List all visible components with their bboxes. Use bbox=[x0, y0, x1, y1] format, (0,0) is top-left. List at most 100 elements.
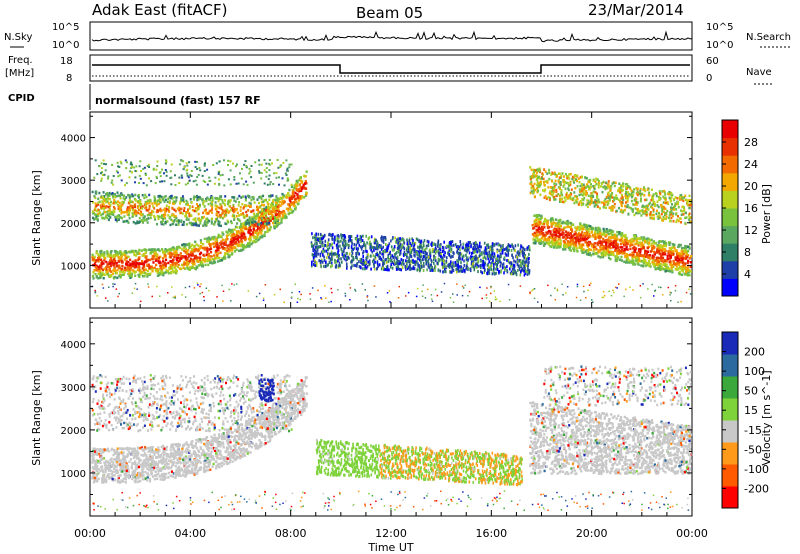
range-cell bbox=[372, 259, 374, 263]
range-cell bbox=[99, 276, 102, 280]
range-cell bbox=[167, 261, 170, 265]
range-cell bbox=[152, 210, 155, 214]
range-cell bbox=[353, 243, 356, 246]
range-cell bbox=[507, 243, 510, 247]
range-cell bbox=[112, 254, 115, 257]
range-cell bbox=[614, 255, 617, 258]
range-cell bbox=[440, 243, 442, 247]
range-cell bbox=[636, 262, 639, 265]
range-cell bbox=[396, 255, 399, 259]
range-cell bbox=[244, 160, 247, 163]
range-cell bbox=[138, 248, 141, 252]
range-cell bbox=[476, 265, 478, 269]
range-cell bbox=[443, 254, 446, 258]
range-cell bbox=[373, 267, 376, 271]
range-cell bbox=[413, 253, 415, 257]
range-cell bbox=[385, 260, 388, 264]
range-cell bbox=[120, 179, 123, 182]
range-cell bbox=[274, 224, 277, 228]
range-cell bbox=[194, 160, 197, 163]
range-cell bbox=[97, 272, 100, 275]
range-cell bbox=[421, 248, 424, 252]
range-cell bbox=[632, 254, 635, 257]
range-cell bbox=[399, 251, 402, 255]
range-cell bbox=[411, 241, 414, 245]
range-cell bbox=[427, 264, 429, 268]
range-cell bbox=[396, 257, 399, 261]
range-cell bbox=[486, 243, 488, 247]
range-cell bbox=[200, 244, 203, 248]
range-cell bbox=[129, 250, 132, 254]
range-cell bbox=[300, 181, 303, 184]
range-cell bbox=[362, 255, 364, 258]
range-cell bbox=[624, 233, 627, 237]
range-cell bbox=[172, 222, 175, 226]
range-cell bbox=[243, 234, 246, 237]
range-cell bbox=[156, 222, 158, 226]
range-cell bbox=[661, 248, 664, 251]
range-cell bbox=[143, 215, 146, 218]
range-cell bbox=[437, 242, 439, 246]
range-cell bbox=[623, 251, 626, 255]
range-cell bbox=[268, 162, 270, 165]
range-cell bbox=[204, 208, 207, 211]
range-cell bbox=[406, 267, 409, 271]
range-cell bbox=[316, 242, 318, 246]
range-cell bbox=[284, 216, 287, 220]
range-cell bbox=[382, 245, 384, 249]
range-cell bbox=[165, 269, 168, 272]
range-cell bbox=[255, 208, 258, 211]
range-cell bbox=[138, 270, 141, 273]
range-cell bbox=[214, 249, 218, 253]
nsearch-tick-lo: 10^0 bbox=[706, 40, 733, 51]
range-cell bbox=[230, 221, 233, 225]
range-cell bbox=[275, 221, 278, 224]
range-cell bbox=[368, 236, 371, 240]
range-cell bbox=[181, 255, 184, 258]
range-cell bbox=[525, 269, 527, 273]
range-cell bbox=[611, 242, 614, 246]
range-cell bbox=[153, 216, 156, 219]
range-cell bbox=[187, 243, 190, 246]
range-cell bbox=[301, 186, 304, 190]
range-cell bbox=[653, 265, 656, 268]
range-cell bbox=[483, 255, 486, 259]
range-cell bbox=[221, 173, 224, 176]
range-cell bbox=[266, 201, 269, 204]
range-cell bbox=[124, 254, 127, 257]
range-cell bbox=[644, 252, 647, 255]
range-cell bbox=[292, 189, 295, 192]
range-cell bbox=[114, 249, 117, 253]
range-cell bbox=[594, 226, 597, 230]
range-cell bbox=[100, 206, 102, 209]
range-cell bbox=[119, 160, 122, 163]
range-cell bbox=[219, 195, 222, 198]
range-cell bbox=[365, 256, 368, 260]
range-cell bbox=[133, 271, 136, 274]
range-cell bbox=[471, 259, 473, 263]
range-cell bbox=[631, 257, 634, 260]
range-cell bbox=[213, 258, 216, 261]
range-cell bbox=[185, 203, 188, 206]
range-cell bbox=[688, 245, 691, 248]
range-cell bbox=[95, 213, 98, 217]
range-cell bbox=[173, 218, 176, 222]
range-cell bbox=[180, 207, 183, 211]
range-cell bbox=[193, 195, 196, 198]
range-cell bbox=[116, 268, 119, 272]
range-cell bbox=[99, 255, 102, 258]
range-cell bbox=[564, 233, 567, 237]
range-cell bbox=[357, 238, 359, 242]
range-cell bbox=[237, 249, 241, 253]
range-cell bbox=[288, 197, 291, 200]
range-cell bbox=[419, 264, 422, 268]
range-cell bbox=[242, 236, 245, 239]
range-cell bbox=[265, 167, 268, 170]
range-cell bbox=[268, 228, 271, 232]
range-cell bbox=[127, 264, 130, 267]
range-cell bbox=[489, 255, 492, 259]
range-cell bbox=[676, 254, 679, 258]
range-cell bbox=[101, 271, 104, 274]
range-cell bbox=[429, 251, 432, 255]
range-cell bbox=[511, 267, 514, 271]
